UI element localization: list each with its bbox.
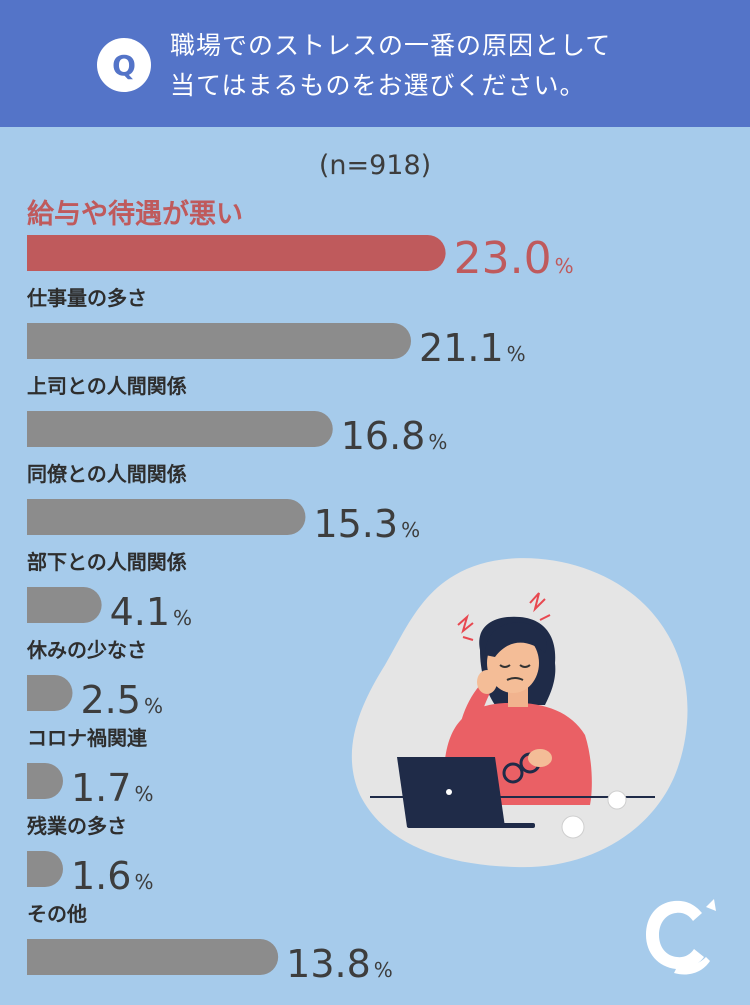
value-unit: % (374, 958, 393, 982)
value-label: 4.1% (110, 590, 192, 634)
value-label: 21.1% (419, 326, 526, 370)
value-unit: % (428, 430, 447, 454)
value-number: 23.0 (454, 233, 552, 284)
question-text: 職場でのストレスの一番の原因として 当てはまるものをお選びください。 (170, 26, 690, 106)
stressed-woman-illustration (351, 558, 688, 868)
bar (27, 587, 102, 623)
value-number: 13.8 (286, 942, 371, 986)
question-line-2: 当てはまるものをお選びください。 (170, 71, 586, 100)
value-number: 4.1 (110, 590, 170, 634)
value-unit: % (401, 518, 420, 542)
bar (27, 939, 279, 975)
value-label: 1.6% (71, 854, 153, 898)
question-header: Q 職場でのストレスの一番の原因として 当てはまるものをお選びください。 (0, 0, 750, 127)
value-unit: % (173, 606, 192, 630)
value-label: 2.5% (81, 678, 163, 722)
category-label: 残業の多さ (27, 814, 127, 838)
value-unit: % (134, 870, 153, 894)
value-label: 1.7% (71, 766, 153, 810)
value-unit: % (555, 254, 574, 278)
bar (27, 323, 412, 359)
value-number: 2.5 (81, 678, 141, 722)
value-label: 16.8% (341, 414, 448, 458)
bar (27, 675, 73, 711)
bar (27, 851, 63, 887)
category-label: その他 (27, 902, 87, 926)
category-label: 給与や待遇が悪い (27, 198, 243, 230)
category-label: 上司との人間関係 (27, 374, 187, 398)
value-number: 15.3 (313, 502, 398, 546)
category-label: 仕事量の多さ (26, 286, 147, 310)
bar (27, 499, 306, 535)
value-label: 15.3% (313, 502, 420, 546)
value-label: 13.8% (286, 942, 393, 986)
value-unit: % (507, 342, 526, 366)
bar (27, 411, 333, 447)
value-number: 16.8 (341, 414, 426, 458)
category-label: 同僚との人間関係 (27, 462, 187, 486)
value-label: 23.0% (454, 233, 574, 284)
value-unit: % (144, 694, 163, 718)
category-label: 部下との人間関係 (27, 550, 187, 574)
sample-size: (n=918) (318, 150, 432, 181)
category-label: コロナ禍関連 (27, 726, 148, 750)
question-badge: Q (97, 38, 151, 92)
bar (27, 763, 63, 799)
value-number: 1.6 (71, 854, 131, 898)
value-number: 1.7 (71, 766, 131, 810)
bar (27, 235, 446, 271)
question-line-1: 職場でのストレスの一番の原因として (170, 31, 612, 60)
brand-logo-icon (646, 899, 716, 975)
value-number: 21.1 (419, 326, 504, 370)
category-label: 休みの少なさ (26, 638, 147, 662)
value-unit: % (134, 782, 153, 806)
